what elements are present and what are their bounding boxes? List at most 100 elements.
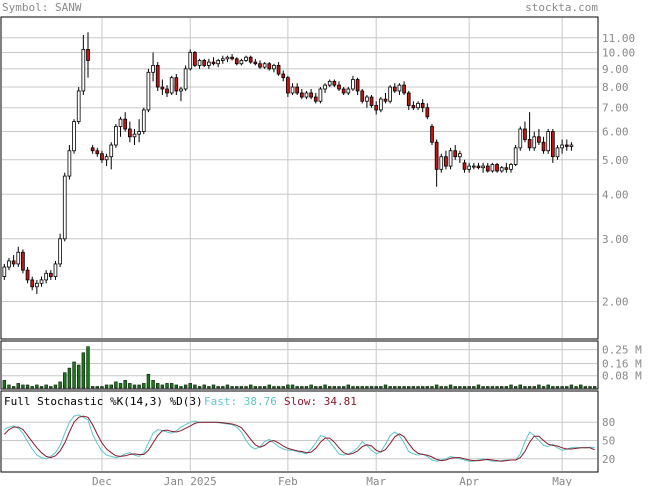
volume-bar [244,386,248,389]
volume-bar [355,386,360,389]
candle-body [327,80,332,86]
candle-body [318,88,323,102]
candle-body [439,156,444,170]
candle-body [53,263,58,277]
volume-bar [500,386,504,389]
candle-body [541,141,546,152]
candle-body [555,147,560,158]
volume-bar [486,386,490,389]
candle-body [290,86,295,94]
candle-body [211,61,216,65]
volume-bar [439,386,443,389]
stochastic-tick-label: 80 [602,416,615,429]
volume-bar [290,384,295,389]
volume-bar [249,384,253,389]
volume-bar [151,380,155,389]
candle-body [262,63,267,68]
candle-body [299,92,304,98]
volume-bar [388,386,392,389]
x-tick-label: Dec [92,475,112,486]
volume-bar [374,386,378,389]
volume-bar [509,384,513,389]
volume-bar [295,386,299,389]
candle-body [188,52,193,70]
candle-body [523,128,527,140]
volume-bar [202,384,206,389]
candle-body [160,86,165,90]
volume-bar [541,386,546,389]
candle-body [281,73,286,79]
candle-body [351,79,355,90]
volume-tick-label: 0.08 M [602,370,642,383]
volume-bar [16,383,20,389]
volume-bar [281,386,285,389]
symbol-label: Symbol: SANW [2,1,82,14]
volume-bar [490,386,495,389]
candle-body [216,60,220,65]
candle-body [564,144,569,147]
volume-bar [35,384,39,389]
candle-body [532,136,537,149]
x-tick-label: Apr [459,475,479,486]
volume-bar [7,384,11,389]
volume-bar [58,381,62,389]
candle-body [550,131,555,158]
volume-bar [383,384,388,389]
stochastic-axis-labels: 80 50 20 [602,416,615,466]
candle-body [248,56,253,63]
candle-body [323,84,327,90]
volume-bar [434,384,439,389]
candle-body [458,153,462,158]
candle-body [392,86,397,92]
volume-bar [104,384,109,389]
volume-bar [21,384,25,389]
candle-body [220,58,225,61]
candle-body [434,141,439,170]
candle-body [146,71,151,111]
volume-bar [132,384,137,389]
candle-body [169,77,174,94]
candle-body [369,96,374,106]
volume-bar [156,383,160,389]
candle-body [383,98,388,102]
candle-body [207,61,211,66]
price-tick-label: 11.00 [602,32,635,45]
candle-body [416,102,420,109]
volume-bar [100,386,104,389]
volume-bar [365,386,369,389]
volume-bar [11,386,16,389]
volume-bar [546,384,550,389]
volume-bar [142,383,146,389]
volume-bar [2,380,7,389]
volume-bar [221,386,225,389]
candle-body [476,165,481,169]
volume-bar [555,386,560,389]
volume-bar [253,386,258,389]
candle-body [420,102,425,109]
candle-body [202,60,207,66]
volume-bar [420,386,425,389]
candle-body [444,156,448,167]
candle-body [141,109,146,132]
candle-body [462,162,467,170]
volume-bar [341,386,346,389]
volume-bar [328,386,332,389]
candle-body [44,272,49,281]
price-tick-label: 7.00 [602,102,629,115]
volume-bar [462,386,467,389]
candle-body [100,153,104,161]
volume-bar [579,384,583,389]
volume-bar [179,386,183,389]
candle-body [16,251,21,265]
volume-bar [323,384,327,389]
volume-bar [267,384,271,389]
candle-body [48,272,53,277]
brand-label: stockta.com [525,1,598,14]
candle-body [272,65,276,70]
stochastic-title: Full Stochastic %K(14,3) %D(3) [4,395,203,408]
x-axis-labels: Dec Jan 2025 Feb Mar Apr May [92,475,572,486]
x-tick-label: Mar [366,475,386,486]
candle-body [304,92,309,98]
volume-bar [137,384,141,389]
candle-body [118,118,123,127]
